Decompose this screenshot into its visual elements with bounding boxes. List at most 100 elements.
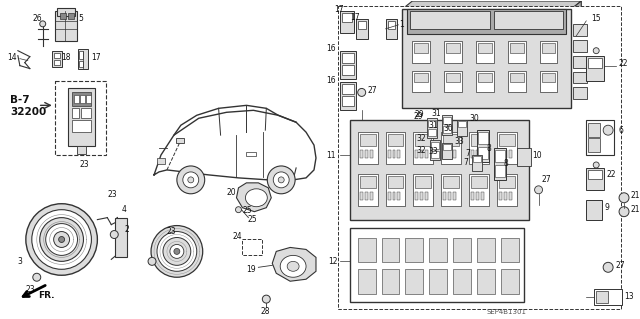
Bar (426, 150, 428, 158)
Polygon shape (237, 183, 271, 212)
Circle shape (603, 262, 613, 272)
Bar (495, 165, 505, 177)
Bar (588, 138, 600, 152)
Bar (443, 126, 451, 133)
Bar (356, 19, 367, 39)
Bar (81, 108, 92, 118)
Bar (358, 238, 376, 262)
Polygon shape (272, 248, 316, 281)
Bar (415, 176, 431, 188)
Text: 25: 25 (243, 206, 252, 215)
Bar (481, 192, 484, 200)
Bar (453, 238, 471, 262)
Text: 2: 2 (124, 225, 129, 234)
Bar (413, 132, 433, 164)
Bar (478, 147, 488, 159)
Bar (573, 56, 588, 68)
Polygon shape (529, 114, 536, 219)
Circle shape (619, 193, 629, 203)
Bar (360, 150, 363, 158)
Bar (504, 150, 507, 158)
Bar (358, 132, 378, 164)
Bar (473, 156, 481, 162)
Text: 5: 5 (79, 14, 83, 23)
Bar (458, 121, 466, 127)
Bar (443, 117, 451, 124)
Bar (541, 43, 556, 53)
Circle shape (268, 166, 295, 194)
Circle shape (619, 207, 629, 217)
Bar (444, 41, 462, 63)
Text: 32: 32 (417, 145, 426, 155)
Bar (444, 70, 462, 93)
Circle shape (183, 172, 199, 188)
Bar (360, 176, 376, 188)
Bar (385, 19, 397, 39)
Bar (60, 13, 65, 19)
Bar (388, 150, 390, 158)
Circle shape (236, 207, 241, 213)
Text: 32: 32 (417, 134, 426, 143)
Bar (443, 134, 459, 146)
Bar (52, 51, 61, 67)
Bar (54, 60, 60, 65)
Bar (403, 9, 572, 108)
Polygon shape (350, 222, 532, 227)
Bar (586, 168, 604, 190)
Text: 7: 7 (465, 149, 470, 158)
Text: 18: 18 (61, 53, 71, 62)
Bar (471, 176, 487, 188)
Bar (342, 53, 354, 63)
Circle shape (593, 162, 599, 168)
Text: 24: 24 (232, 232, 242, 241)
Circle shape (33, 273, 41, 281)
Text: 21: 21 (631, 205, 640, 214)
Text: 14: 14 (7, 53, 17, 62)
Bar (77, 49, 88, 69)
Bar (415, 134, 431, 146)
Text: SEP4B1301: SEP4B1301 (487, 309, 527, 315)
Bar (443, 192, 446, 200)
Bar (586, 56, 604, 80)
Bar (499, 192, 502, 200)
Text: 19: 19 (246, 265, 256, 274)
Bar (453, 269, 471, 294)
Bar (428, 120, 436, 127)
Bar (429, 269, 447, 294)
Circle shape (593, 48, 599, 54)
Text: 15: 15 (591, 14, 601, 23)
Bar (392, 150, 396, 158)
Bar (495, 150, 505, 162)
Bar (72, 120, 92, 132)
Circle shape (163, 238, 191, 265)
Circle shape (45, 224, 77, 256)
Bar (56, 8, 74, 16)
Bar (508, 70, 525, 93)
Bar (370, 150, 372, 158)
Bar (494, 148, 506, 180)
Circle shape (148, 257, 156, 265)
Bar (442, 143, 452, 159)
Text: 20: 20 (227, 188, 236, 197)
Bar (431, 151, 439, 158)
Circle shape (32, 210, 92, 269)
Circle shape (278, 177, 284, 183)
Circle shape (170, 244, 184, 258)
Text: 23: 23 (79, 160, 89, 169)
Bar (81, 95, 86, 103)
Circle shape (151, 226, 203, 277)
Bar (358, 269, 376, 294)
Circle shape (177, 166, 205, 194)
Bar (340, 51, 356, 78)
Bar (388, 176, 403, 188)
Bar (408, 9, 566, 34)
Bar (385, 174, 405, 206)
Text: 16: 16 (326, 44, 335, 53)
Bar (429, 238, 447, 262)
Text: 30: 30 (444, 124, 453, 133)
Text: 31: 31 (429, 121, 438, 130)
Bar (441, 132, 461, 164)
Bar (338, 6, 621, 309)
Bar (431, 142, 439, 149)
Bar (501, 269, 518, 294)
